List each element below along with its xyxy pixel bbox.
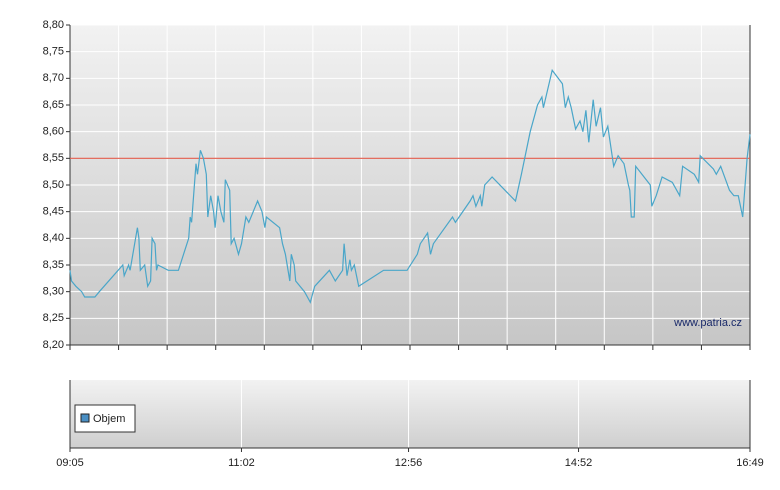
- y-tick-label: 8,30: [43, 286, 64, 298]
- watermark: www.patria.cz: [673, 317, 742, 329]
- y-tick-label: 8,40: [43, 232, 64, 244]
- y-tick-label: 8,45: [43, 206, 64, 218]
- legend-swatch: [80, 413, 90, 423]
- x-tick-label: 16:49: [736, 457, 764, 469]
- y-tick-label: 8,55: [43, 152, 64, 164]
- legend-box: [74, 404, 136, 433]
- y-tick-label: 8,75: [43, 46, 64, 58]
- y-tick-label: 8,80: [43, 19, 64, 31]
- layer: 8,20 8,25 8,30 8,35 8,40 8,45 8,50 8,55 8,60 8,65…: [43, 19, 764, 469]
- y-tick-label: 8,35: [43, 259, 64, 271]
- x-tick-label: 09:05: [56, 457, 84, 469]
- y-tick-label: 8,25: [43, 312, 64, 324]
- y-tick-label: 8,65: [43, 99, 64, 111]
- y-tick-label: 8,70: [43, 72, 64, 84]
- x-tick-label: 12:56: [395, 457, 423, 469]
- legend-label: Objem: [93, 413, 125, 425]
- volume-panel: [70, 380, 750, 448]
- y-tick-label: 8,50: [43, 179, 64, 191]
- x-tick-label: 11:02: [228, 457, 255, 469]
- x-tick-label: 14:52: [565, 457, 593, 469]
- y-tick-label: 8,20: [43, 339, 64, 351]
- y-tick-label: 8,60: [43, 126, 64, 138]
- price-line: [69, 68, 751, 304]
